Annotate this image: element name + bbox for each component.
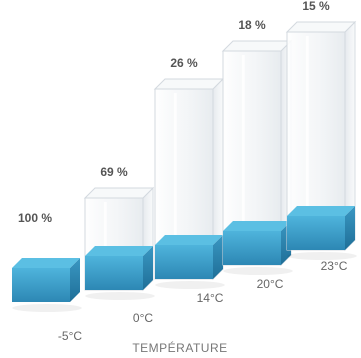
bar-water-side bbox=[70, 258, 80, 302]
bar-shadow bbox=[85, 292, 155, 300]
bar-glass-top bbox=[153, 78, 225, 90]
x-axis-label: TEMPÉRATURE bbox=[132, 340, 227, 355]
bar-value-label: 69 % bbox=[100, 165, 128, 179]
bar-shadow bbox=[155, 281, 225, 289]
bar-value-label: 15 % bbox=[302, 0, 330, 13]
bar-water-top bbox=[287, 206, 355, 216]
bar-shadow bbox=[287, 252, 357, 260]
bar-water-front bbox=[85, 256, 143, 290]
bar-glass-top bbox=[83, 187, 155, 199]
bar-glass-top bbox=[285, 21, 357, 33]
bar-value-label: 18 % bbox=[238, 18, 266, 32]
bar-water-side bbox=[143, 246, 153, 290]
bar: 15 % 23°C bbox=[285, 0, 357, 273]
bar: 100 % -5°C bbox=[12, 211, 82, 343]
bar-water-front bbox=[155, 245, 213, 279]
bar-category-label: 23°C bbox=[321, 259, 348, 273]
bar-water-side bbox=[213, 235, 223, 279]
bar-category-label: 14°C bbox=[197, 291, 224, 305]
bar-water-front bbox=[287, 216, 345, 250]
bar-shadow bbox=[223, 267, 293, 275]
bar-category-label: 0°C bbox=[133, 311, 153, 325]
bar-water-top bbox=[12, 258, 80, 268]
bar-water-top bbox=[223, 221, 291, 231]
bar-value-label: 100 % bbox=[18, 211, 52, 225]
bar-water-front bbox=[223, 231, 281, 265]
bar: 26 % 14°C bbox=[153, 56, 225, 305]
bar-water-side bbox=[345, 206, 355, 250]
bar-category-label: -5°C bbox=[58, 329, 82, 343]
bar-water-top bbox=[155, 235, 223, 245]
bar-shadow bbox=[12, 304, 82, 312]
bar: 69 % 0°C bbox=[83, 165, 155, 325]
bar-glass-top bbox=[221, 40, 293, 52]
bar: 18 % 20°C bbox=[221, 18, 293, 291]
bar-water-front bbox=[12, 268, 70, 302]
bar-category-label: 20°C bbox=[257, 277, 284, 291]
bar-value-label: 26 % bbox=[170, 56, 198, 70]
bar-water-top bbox=[85, 246, 153, 256]
